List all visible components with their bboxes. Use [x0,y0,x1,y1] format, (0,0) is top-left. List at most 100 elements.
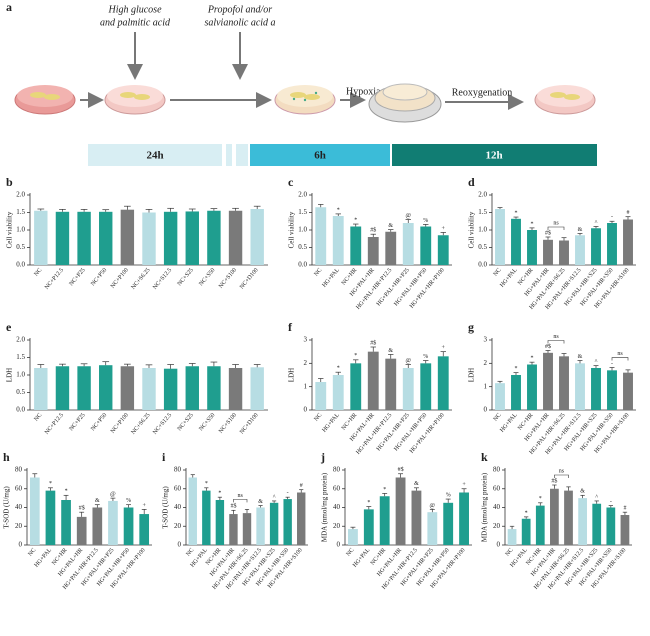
panel-letter: a [6,0,12,14]
y-tick-label: 0 [484,406,488,414]
panel-letter: k [481,450,488,464]
period-label: 24h [146,150,163,162]
panel-letter: d [468,175,475,189]
y-axis-label: LDH [468,368,476,382]
significance-mark: ^ [595,359,598,365]
bracket [611,357,629,361]
y-axis-label: Cell viability [288,211,296,248]
y-tick-label: 80 [15,466,23,474]
bar [606,507,616,545]
significance-mark: # [627,210,630,216]
period-label: 12h [485,150,502,162]
bar [92,507,103,545]
y-tick-label: 40 [493,503,501,511]
significance-mark: % [446,492,451,498]
y-tick-label: 0 [19,541,23,549]
y-tick-label: 0 [178,541,182,549]
significance-mark: * [354,353,357,359]
panel-letter: h [3,450,10,464]
significance-mark: # [623,506,626,512]
x-tick-label: NC+P12.5 [44,412,65,435]
y-tick-label: 3 [304,336,308,344]
bar [385,231,397,265]
bar [120,366,135,410]
bar [163,211,178,265]
x-tick-label: HG+PAL [322,412,341,434]
significance-mark: #$ [551,477,557,484]
y-tick-label: 80 [493,466,501,474]
y-tick-label: 1.0 [16,226,25,234]
significance-mark: #$ [545,343,551,350]
x-tick-label: NC+S6.25 [131,412,152,435]
bar [77,366,91,410]
y-tick-label: 0 [304,406,308,414]
significance-mark: - [611,361,613,367]
bar [367,237,379,265]
y-tick-label: 3 [484,336,488,344]
period-label: 6h [314,150,326,162]
x-tick-label: NC+S12.5 [152,412,173,435]
bar [55,366,70,410]
bracket-label: ns [553,334,559,340]
bar [297,492,306,545]
x-tick-label: NC [33,267,43,277]
timeline-segment [226,144,232,166]
bar [332,216,344,265]
bar [61,500,71,545]
significance-mark: @ [405,213,411,219]
y-tick-label: 2 [484,359,488,367]
x-tick-label: HG+PAL [34,547,53,569]
bar [207,366,221,410]
x-tick-label: NC+HR [341,267,358,286]
bar [495,209,505,265]
hypoxia-chamber [368,83,442,123]
bar [142,368,156,410]
bar [420,363,432,410]
bar [607,223,617,265]
bar [228,368,243,410]
bracket-label: ns [238,493,244,499]
significance-mark: & [414,481,419,487]
bar [543,352,553,410]
y-tick-label: 0.0 [298,261,307,269]
x-tick-label: HG+PAL [499,412,518,434]
x-tick-label: HG+PAL+HR+P100 [409,412,446,454]
x-tick-label: NC+S50 [198,412,216,432]
y-axis-label: MDA (nmol/mg protein) [321,472,329,542]
bar [139,514,150,545]
bar [559,356,569,410]
bar [550,488,559,545]
y-tick-label: 1.0 [478,226,487,234]
y-tick-label: 2.0 [16,191,25,199]
y-tick-label: 40 [333,503,341,511]
significance-mark: #$ [230,503,236,510]
y-axis-label: Cell viability [468,211,476,248]
bar [591,368,601,410]
x-tick-label: NC+P100 [110,267,130,289]
bar [269,502,279,545]
x-tick-label: NC+P100 [110,412,130,434]
y-tick-label: 80 [333,466,341,474]
bar [385,358,397,410]
significance-mark: * [65,489,68,495]
significance-mark: - [287,491,289,497]
bar [163,368,178,410]
y-tick-label: 60 [174,484,182,492]
y-tick-label: 0 [337,541,341,549]
significance-mark: ^ [273,494,276,500]
significance-mark: * [367,500,370,506]
bar [77,211,91,265]
x-tick-label: HG+PAL+HR+P50 [393,412,428,452]
dish [14,85,76,115]
bar [350,363,362,410]
bracket-label: ns [559,468,565,474]
bar [228,210,243,265]
bar [427,512,438,545]
significance-mark: #$ [370,339,376,346]
y-tick-label: 20 [15,522,23,530]
y-tick-label: 1.0 [298,226,307,234]
significance-mark: @ [110,492,116,498]
significance-mark: + [442,345,446,351]
x-tick-label: NC+S100 [218,267,238,289]
bar [591,228,601,265]
